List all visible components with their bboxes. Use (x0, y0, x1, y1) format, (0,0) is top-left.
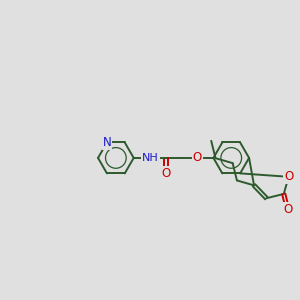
Text: O: O (161, 167, 171, 180)
Text: N: N (103, 136, 111, 149)
Text: O: O (283, 203, 292, 216)
Text: NH: NH (142, 153, 159, 163)
Text: O: O (284, 170, 293, 183)
Text: O: O (193, 152, 202, 164)
